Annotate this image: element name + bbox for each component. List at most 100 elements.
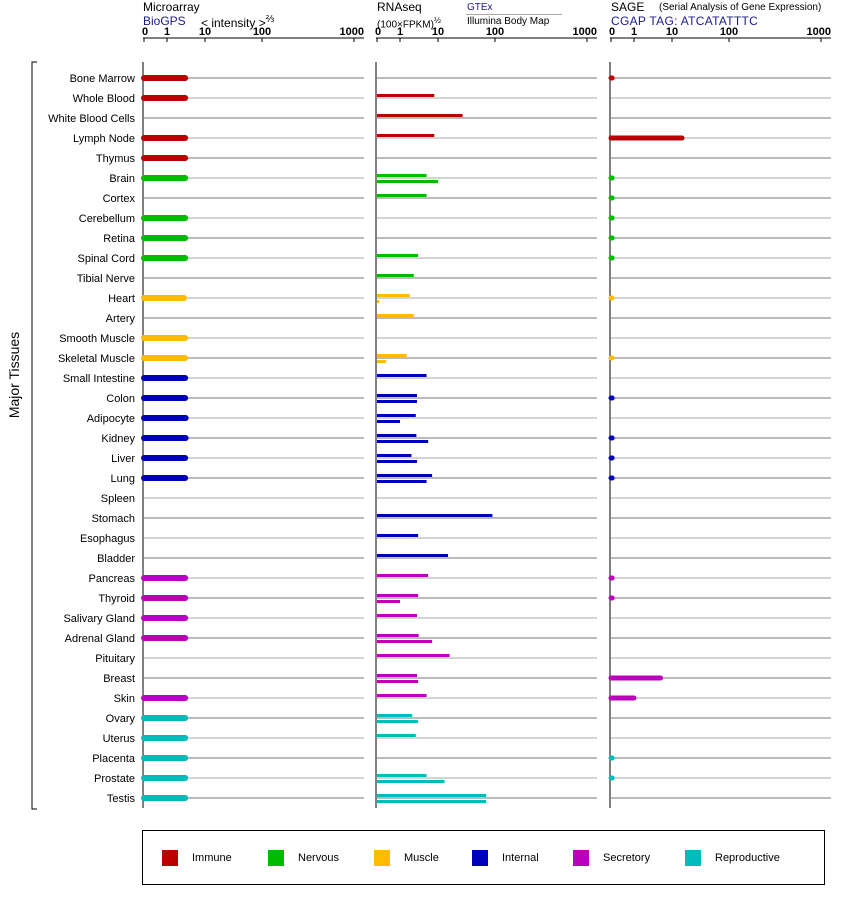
- rnaseq-tick-label: 0: [375, 26, 381, 38]
- tissue-label: Pancreas: [89, 573, 136, 585]
- tissue-label: Lymph Node: [73, 133, 135, 145]
- tissue-label: Adipocyte: [87, 413, 135, 425]
- microarray-tick-label: 100: [253, 26, 271, 38]
- rnaseq-title: RNAseq: [377, 0, 422, 14]
- tissue-label: Skeletal Muscle: [58, 353, 135, 365]
- microarray-tick-label: 1000: [340, 26, 364, 38]
- microarray-tick-label: 10: [199, 26, 211, 38]
- legend: Immune Nervous Muscle Internal Secretory Repr…: [142, 830, 825, 885]
- tissue-label: Thyroid: [98, 593, 135, 605]
- legend-swatch: [162, 850, 178, 866]
- bar-illumina: [377, 800, 487, 803]
- sage-tag: CGAP TAG: ATCATATTTC: [611, 14, 759, 28]
- tissue-label: Placenta: [92, 753, 136, 765]
- legend-label: Internal: [502, 852, 539, 864]
- tissue-label: Cortex: [103, 193, 136, 205]
- y-axis-label: Major Tissues: [6, 332, 22, 418]
- legend-label: Immune: [192, 852, 232, 864]
- microarray-unit-exp: ⅔: [265, 14, 275, 25]
- bar-gtex: [377, 174, 427, 177]
- sage-tick-label: 100: [720, 26, 738, 38]
- tissue-label: Breast: [103, 673, 135, 685]
- legend-swatch: [573, 850, 589, 866]
- rnaseq-unit-label: (100×FPKM): [377, 19, 434, 31]
- bar-illumina: [377, 720, 419, 723]
- tissue-label: Pituitary: [95, 653, 135, 665]
- microarray-title: Microarray: [143, 0, 200, 14]
- bar-illumina: [377, 440, 429, 443]
- legend-swatch: [374, 850, 390, 866]
- rnaseq-tick-label: 1000: [573, 26, 597, 38]
- bar-illumina: [377, 360, 387, 363]
- bar-gtex: [377, 794, 487, 797]
- bar-gtex: [377, 454, 412, 457]
- bar-gtex: [377, 134, 435, 137]
- source-divider: [466, 14, 562, 15]
- bar-illumina: [377, 640, 433, 643]
- tissue-label: Heart: [108, 293, 135, 305]
- sage-title: SAGE: [611, 0, 645, 14]
- tissue-label: Uterus: [103, 733, 136, 745]
- bar-gtex: [377, 554, 449, 557]
- bar-gtex: [377, 354, 407, 357]
- bar-illumina: [377, 680, 419, 683]
- gtex-label: GTEx: [467, 2, 493, 13]
- tissue-label: Smooth Muscle: [59, 333, 135, 345]
- bar-illumina: [377, 420, 400, 423]
- tissue-label: Kidney: [101, 433, 135, 445]
- microarray-unit: < intensity >⅔: [201, 14, 274, 30]
- legend-swatch: [472, 850, 488, 866]
- bar-illumina: [377, 460, 417, 463]
- tissue-label: Whole Blood: [73, 93, 135, 105]
- bar-gtex: [377, 374, 427, 377]
- microarray-unit-label: < intensity >: [201, 16, 266, 30]
- bar-illumina: [377, 400, 417, 403]
- legend-swatch: [268, 850, 284, 866]
- sage-tick-label: 0: [609, 26, 615, 38]
- illumina-label: Illumina Body Map: [467, 16, 550, 27]
- tissue-label: Salivary Gland: [63, 613, 135, 625]
- bar-gtex: [377, 654, 450, 657]
- bar-gtex: [377, 314, 414, 317]
- bar-gtex: [377, 674, 417, 677]
- bar-illumina: [377, 600, 400, 603]
- sage-subtitle: (Serial Analysis of Gene Expression): [659, 2, 822, 13]
- bar-gtex: [377, 294, 410, 297]
- tissue-label: Colon: [106, 393, 135, 405]
- sage-tick-label: 1000: [807, 26, 831, 38]
- bar-gtex: [377, 694, 427, 697]
- legend-label: Nervous: [298, 852, 339, 864]
- bar-gtex: [377, 274, 414, 277]
- tissue-label: Adrenal Gland: [65, 633, 135, 645]
- bar-gtex: [377, 774, 427, 777]
- bar-illumina: [377, 780, 445, 783]
- tissue-label: Skin: [114, 693, 135, 705]
- tissue-label: Thymus: [96, 153, 136, 165]
- tissue-label: Cerebellum: [79, 213, 135, 225]
- bar-illumina: [377, 480, 427, 483]
- tissue-label: Ovary: [106, 713, 136, 725]
- tissue-label: Tibial Nerve: [77, 273, 135, 285]
- tissue-label: Spinal Cord: [78, 253, 135, 265]
- bar-gtex: [377, 94, 435, 97]
- legend-label: Secretory: [603, 852, 651, 864]
- rnaseq-unit-exp: ½: [433, 15, 441, 25]
- legend-swatch: [685, 850, 701, 866]
- bar-gtex: [377, 114, 463, 117]
- legend-label: Reproductive: [715, 852, 780, 864]
- bar-gtex: [377, 474, 433, 477]
- bar-gtex: [377, 614, 417, 617]
- rnaseq-tick-label: 100: [486, 26, 504, 38]
- sage-tick-label: 10: [666, 26, 678, 38]
- tissue-label: Stomach: [92, 513, 135, 525]
- sage-tick-label: 1: [631, 26, 637, 38]
- rnaseq-tick-label: 10: [432, 26, 444, 38]
- bar-gtex: [377, 414, 416, 417]
- expression-chart: 0 1 10 100 1000 0 1 10 100 1000 0 1 10 100 1000 Bone Ma…: [6, 26, 831, 810]
- legend-label: Muscle: [404, 852, 439, 864]
- tissue-label: Brain: [109, 173, 135, 185]
- tissue-label: Testis: [107, 793, 136, 805]
- bar-gtex: [377, 734, 416, 737]
- bar-gtex: [377, 594, 419, 597]
- tissue-label: Bladder: [97, 553, 135, 565]
